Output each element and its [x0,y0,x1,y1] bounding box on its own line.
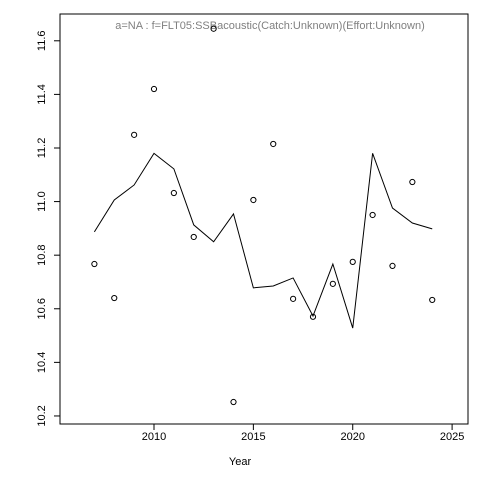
point [409,178,416,186]
x-tick-label: 2025 [440,431,464,443]
y-tick-label: 11.6 [36,31,48,52]
y-tick-label: 10.8 [36,244,48,265]
y-tick-label: 11.2 [36,138,48,159]
x-tick-label: 2010 [142,431,166,443]
point [270,140,277,148]
x-tick-label: 2020 [340,431,364,443]
point [329,280,336,287]
point [309,313,317,320]
y-tick-label: 11.0 [36,191,48,212]
point [250,196,257,204]
point [429,296,436,304]
point [91,260,98,268]
x-axis-label: Year [229,456,252,468]
point [190,233,197,241]
chart-title: a=NA : f=FLT05:SSBacoustic(Catch:Unknown… [115,20,425,32]
x-tick-label: 2015 [241,431,265,443]
point [369,211,376,219]
y-tick-label: 10.6 [36,298,48,319]
point [290,295,297,302]
point [349,258,356,265]
line [93,152,433,329]
point [111,294,118,302]
point [210,25,217,32]
point [230,398,237,406]
y-tick-label: 11.4 [36,84,48,105]
point [131,131,138,138]
point [150,85,158,93]
y-tick-label: 10.2 [36,405,48,426]
plot-box [59,13,469,425]
point [170,189,177,197]
point [389,262,396,269]
y-tick-label: 10.4 [36,352,48,373]
